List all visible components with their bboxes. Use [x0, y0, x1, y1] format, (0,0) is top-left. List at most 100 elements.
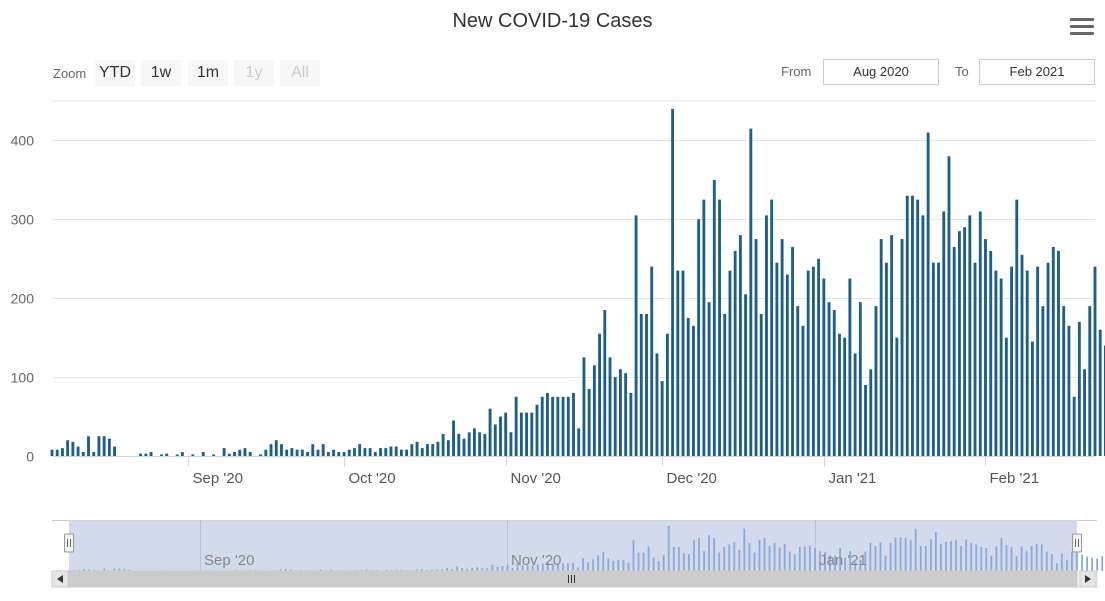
navigator-bar [849, 551, 852, 571]
bar [587, 388, 591, 456]
bar [806, 270, 810, 456]
bar [311, 444, 315, 456]
navigator-bar [1101, 556, 1104, 571]
bar [1062, 306, 1066, 456]
navigator-right-handle[interactable] [1072, 533, 1082, 553]
bar [765, 215, 768, 456]
bar [634, 215, 638, 456]
navigator-bar [718, 552, 721, 571]
range-from-input[interactable]: Aug 2020 [823, 59, 939, 85]
navigator-bar [950, 541, 952, 571]
bar [911, 195, 914, 457]
navigator-bar [753, 552, 756, 571]
navigator-bar [93, 569, 96, 571]
zoom-ytd-button[interactable]: YTD [95, 60, 135, 86]
navigator-bar [783, 543, 786, 571]
bar [957, 231, 961, 456]
bar [478, 432, 482, 456]
bar [968, 215, 972, 456]
navigator-bar [960, 545, 962, 571]
navigator-bar [914, 529, 917, 571]
bar [864, 385, 867, 456]
navigator-bar [642, 552, 645, 571]
bar [462, 438, 466, 456]
hamburger-menu-icon[interactable] [1070, 18, 1094, 38]
bar [441, 433, 445, 456]
bar [410, 444, 414, 456]
bar [660, 381, 664, 456]
navigator-bar [582, 558, 584, 571]
navigator-bar [234, 569, 237, 571]
navigator-bar [899, 537, 902, 571]
navigator-bar [597, 555, 600, 571]
bar [264, 449, 268, 456]
bar [467, 432, 471, 456]
bar [978, 211, 982, 456]
bar [87, 436, 90, 456]
navigator-bar [602, 552, 605, 571]
bar [1098, 329, 1102, 456]
navigator-bar [1025, 551, 1028, 571]
navigator-bar [501, 565, 504, 571]
bar [149, 452, 153, 456]
navigator-bar [945, 541, 947, 571]
bar [744, 294, 748, 456]
navigator-bar [829, 555, 831, 571]
navigator-bar [471, 567, 474, 571]
bar [81, 452, 85, 456]
bar [838, 333, 841, 456]
scroll-left-arrow-icon [57, 575, 63, 583]
navigator-bar [118, 568, 121, 571]
navigator-bar [446, 568, 448, 571]
range-to-label: To [955, 64, 969, 79]
bar [1041, 306, 1045, 456]
bar [457, 433, 461, 456]
bar [384, 448, 388, 456]
bar [832, 310, 836, 456]
navigator-bar [441, 569, 443, 571]
navigator-bar [1081, 554, 1083, 571]
navigator-bar [763, 537, 766, 571]
navigator-bar [1015, 556, 1018, 571]
bar [347, 449, 351, 456]
navigator-bar [461, 568, 464, 571]
navigator-bar [708, 535, 710, 571]
bar [947, 156, 951, 456]
navigator-bar [798, 546, 801, 571]
navigator-bar [556, 563, 559, 571]
bar [770, 199, 774, 457]
bar [561, 396, 565, 456]
bar [801, 325, 805, 456]
bar [191, 454, 195, 456]
zoom-1m-button[interactable]: 1m [188, 60, 228, 86]
bar [749, 128, 753, 457]
bar [300, 449, 304, 456]
bar [1046, 262, 1050, 456]
bar [712, 179, 716, 456]
navigator-bar [778, 547, 781, 571]
bar [504, 412, 508, 456]
bar [180, 452, 184, 456]
bar [811, 266, 815, 456]
bar [780, 239, 784, 456]
range-to-input[interactable]: Feb 2021 [979, 59, 1095, 85]
scrollbar-thumb[interactable] [68, 570, 1078, 588]
bar [431, 444, 435, 456]
navigator-bar [808, 545, 811, 571]
navigator-bar [985, 547, 988, 571]
bar [248, 452, 252, 456]
navigator-bar [425, 569, 428, 571]
navigator-bar [567, 563, 569, 571]
navigator-left-handle[interactable] [64, 533, 74, 553]
bar [884, 262, 888, 456]
bar [994, 270, 998, 456]
bar [446, 440, 450, 456]
bar [452, 420, 455, 456]
zoom-1w-button[interactable]: 1w [141, 60, 181, 86]
bar [285, 449, 289, 456]
bar [259, 454, 263, 456]
navigator-bar [375, 569, 378, 571]
bar [519, 412, 523, 456]
bar [681, 270, 685, 456]
